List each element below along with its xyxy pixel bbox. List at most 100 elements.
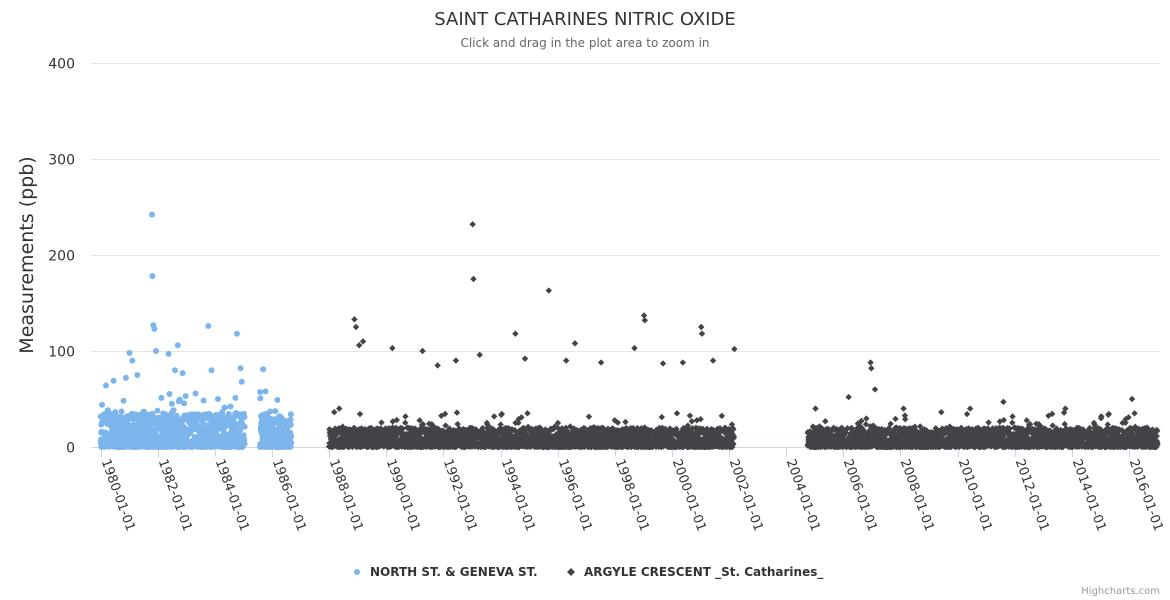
data-point [170,407,177,414]
x-tick-label: 1986-01-01 [269,457,309,533]
data-point-peak [129,357,136,364]
data-point [120,397,127,404]
data-point-peak [233,330,240,337]
data-point [402,419,409,426]
data-point [241,423,248,430]
data-point-peak [126,349,133,356]
data-point-peak [151,325,158,332]
data-point [419,421,427,428]
data-point-peak [102,382,109,389]
y-tick-label: 300 [48,153,75,169]
data-point [287,421,294,428]
x-tick-label: 1984-01-01 [212,457,252,533]
data-point-peak [171,367,178,374]
data-point [225,410,232,417]
x-tick-label: 2014-01-01 [1069,457,1109,533]
x-tick-label: 2012-01-01 [1012,457,1052,533]
data-point-peak [208,367,215,374]
data-point [718,412,726,420]
data-point-peak [152,348,159,354]
series-argyle-crescent [325,221,1161,451]
data-point [232,394,239,401]
x-tick-label: 2010-01-01 [955,457,995,533]
data-point-peak [214,396,221,402]
data-point [241,414,248,421]
data-point [453,409,461,416]
x-axis-labels: 1980-01-01 1982-01-01 1984-01-01 1986-01-01… [98,457,1166,533]
data-point [378,419,385,426]
data-point [288,433,295,440]
data-point-peak [149,273,156,280]
data-point [658,413,666,421]
data-point [257,395,264,402]
x-tick-label: 2000-01-01 [669,457,709,533]
data-point [686,412,694,419]
data-point [585,413,593,420]
data-point [192,390,199,397]
data-point [393,416,400,424]
data-point-peak [174,342,181,349]
data-point [985,419,992,426]
data-point [331,408,338,416]
x-tick-label: 2004-01-01 [783,457,823,533]
x-tick-label: 2002-01-01 [726,457,766,533]
y-tick-label: 200 [48,249,75,265]
data-point [237,427,244,434]
chart-subtitle: Click and drag in the plot area to zoom … [460,36,709,50]
x-tick-label: 1990-01-01 [383,457,423,533]
x-tick-label: 1992-01-01 [440,457,480,533]
data-point [182,393,189,400]
x-tick-label: 1982-01-01 [155,457,195,533]
data-point [902,416,909,423]
series-north-st-geneva-st [97,211,295,450]
x-tick-label: 2006-01-01 [840,457,880,533]
data-point [441,410,449,418]
data-point [154,407,161,414]
data-point-peak [134,372,141,378]
plot-area[interactable] [97,211,1161,451]
x-tick-label: 2008-01-01 [897,457,937,533]
x-tick-label: 1996-01-01 [555,457,595,533]
data-point [181,400,188,407]
data-point [673,410,681,417]
data-point-peak [179,370,186,377]
x-tick-label: 1998-01-01 [612,457,652,533]
data-point [241,440,248,447]
data-point-peak [274,396,281,403]
data-point [416,417,423,424]
data-point-peak [149,211,156,218]
data-point [622,418,629,426]
data-point [822,418,829,425]
y-tick-label: 400 [48,57,75,73]
data-point-peak [165,350,172,357]
data-point [963,410,971,418]
data-point [356,410,364,418]
data-point [200,397,207,404]
y-tick-label: 0 [66,441,75,457]
data-point-peak [237,365,244,372]
data-point [524,410,531,417]
data-point [287,416,294,423]
data-point [892,415,899,423]
data-point [176,396,183,403]
gridlines [91,63,1160,457]
data-point [227,403,234,410]
data-point-peak [145,417,152,424]
data-point [199,418,206,425]
x-tick-label: 1980-01-01 [98,457,138,533]
data-point-peak [262,388,269,395]
data-point [288,439,295,446]
data-point [688,418,696,425]
data-point-peak [238,378,245,385]
data-point [222,404,229,411]
x-tick-label: 1994-01-01 [498,457,538,533]
data-point [257,389,264,396]
data-point [272,408,279,415]
data-point-peak [99,401,106,408]
x-tick-label: 2016-01-01 [1126,457,1166,533]
data-point-peak [205,323,212,330]
data-point [287,411,294,418]
data-point-peak [122,374,129,381]
